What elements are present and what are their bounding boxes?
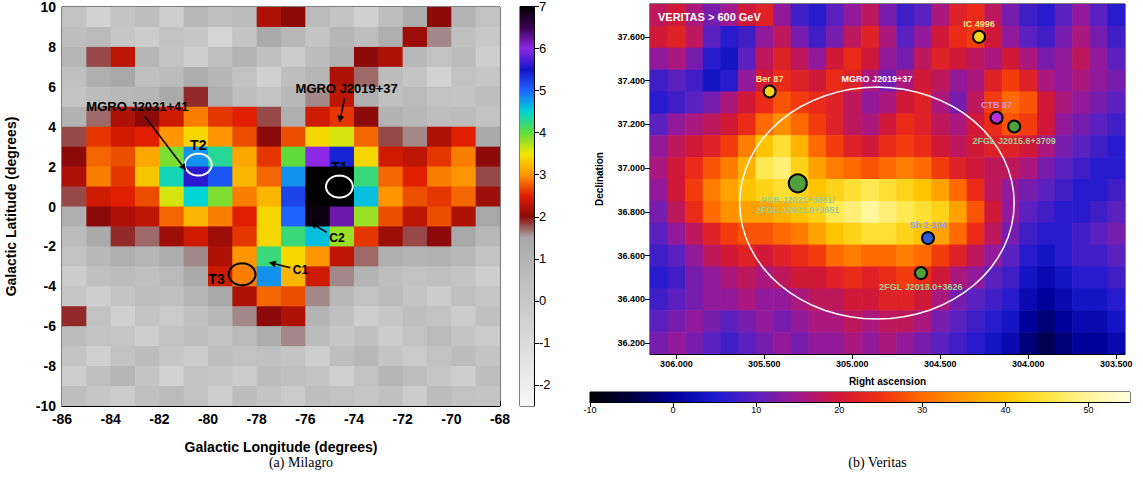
svg-text:36.400: 36.400 [617, 294, 645, 304]
svg-text:-78: -78 [247, 411, 267, 427]
svg-text:-68: -68 [490, 411, 510, 427]
svg-text:MGRO J2019+37: MGRO J2019+37 [842, 74, 913, 84]
svg-text:1: 1 [539, 251, 546, 266]
svg-text:(a) Milagro: (a) Milagro [269, 455, 333, 471]
svg-text:-86: -86 [52, 411, 72, 427]
svg-text:305.500: 305.500 [748, 359, 781, 369]
svg-text:304.000: 304.000 [1012, 359, 1045, 369]
svg-text:36.600: 36.600 [617, 251, 645, 261]
svg-text:2FGL J2015.6+3709: 2FGL J2015.6+3709 [973, 136, 1056, 146]
svg-text:40: 40 [1000, 405, 1010, 415]
svg-text:-10: -10 [583, 405, 596, 415]
svg-text:-84: -84 [101, 411, 121, 427]
svg-text:10: 10 [751, 405, 761, 415]
svg-text:36.800: 36.800 [617, 207, 645, 217]
svg-text:37.200: 37.200 [617, 119, 645, 129]
svg-text:VERITAS > 600 GeV: VERITAS > 600 GeV [658, 11, 761, 23]
svg-text:-1: -1 [539, 335, 551, 350]
svg-text:4: 4 [48, 119, 56, 135]
svg-text:3: 3 [539, 167, 546, 182]
svg-text:MGRO J2031+41: MGRO J2031+41 [86, 99, 188, 114]
svg-text:MGRO J2019+37: MGRO J2019+37 [296, 81, 398, 96]
svg-text:-10: -10 [35, 398, 56, 414]
svg-text:37.400: 37.400 [617, 76, 645, 86]
svg-text:0: 0 [671, 405, 676, 415]
svg-text:-70: -70 [441, 411, 461, 427]
svg-text:0: 0 [48, 199, 56, 215]
svg-text:306.000: 306.000 [660, 359, 693, 369]
svg-text:Sh 2-104: Sh 2-104 [909, 220, 946, 230]
svg-text:Right ascension: Right ascension [849, 376, 926, 387]
svg-text:5: 5 [539, 83, 546, 98]
svg-text:2FGL J2018.0+3626: 2FGL J2018.0+3626 [879, 282, 962, 292]
svg-text:36.200: 36.200 [617, 338, 645, 348]
svg-text:PSR J2021+3651/: PSR J2021+3651/ [761, 195, 835, 205]
svg-text:Galactic Latitude (degrees): Galactic Latitude (degrees) [3, 117, 19, 297]
svg-text:2FGL J2021.0+3651: 2FGL J2021.0+3651 [756, 205, 839, 215]
svg-text:-74: -74 [344, 411, 364, 427]
svg-text:0: 0 [539, 293, 546, 308]
svg-text:37.600: 37.600 [617, 32, 645, 42]
svg-text:IC 4996: IC 4996 [963, 19, 995, 29]
svg-text:50: 50 [1083, 405, 1093, 415]
svg-text:-6: -6 [44, 318, 57, 334]
svg-text:T2: T2 [190, 137, 207, 153]
svg-text:(b) Veritas: (b) Veritas [848, 455, 906, 471]
svg-text:C1: C1 [293, 263, 309, 277]
svg-text:-8: -8 [44, 358, 57, 374]
svg-text:2: 2 [48, 159, 56, 175]
svg-text:T3: T3 [208, 271, 225, 287]
svg-text:30: 30 [917, 405, 927, 415]
svg-text:-2: -2 [44, 238, 57, 254]
svg-text:-72: -72 [393, 411, 413, 427]
svg-text:10: 10 [40, 0, 56, 15]
svg-text:20: 20 [834, 405, 844, 415]
svg-text:8: 8 [48, 39, 56, 55]
svg-text:2: 2 [539, 209, 546, 224]
svg-text:305.000: 305.000 [836, 359, 869, 369]
svg-text:-2: -2 [539, 377, 551, 392]
svg-text:Ber 87: Ber 87 [756, 74, 784, 84]
svg-text:Galactic Longitude (degrees): Galactic Longitude (degrees) [185, 439, 378, 455]
svg-text:304.500: 304.500 [924, 359, 957, 369]
svg-text:6: 6 [539, 41, 546, 56]
svg-text:7: 7 [539, 0, 546, 14]
svg-text:4: 4 [539, 125, 546, 140]
svg-text:37.000: 37.000 [617, 163, 645, 173]
svg-text:T1: T1 [331, 159, 348, 175]
svg-text:-76: -76 [295, 411, 315, 427]
svg-text:Declination: Declination [594, 152, 605, 206]
svg-text:6: 6 [48, 79, 56, 95]
svg-text:-80: -80 [198, 411, 218, 427]
svg-text:-4: -4 [44, 278, 57, 294]
svg-text:CTB 87: CTB 87 [981, 100, 1012, 110]
svg-text:C2: C2 [329, 231, 345, 245]
svg-text:-82: -82 [149, 411, 169, 427]
svg-text:303.500: 303.500 [1100, 359, 1133, 369]
